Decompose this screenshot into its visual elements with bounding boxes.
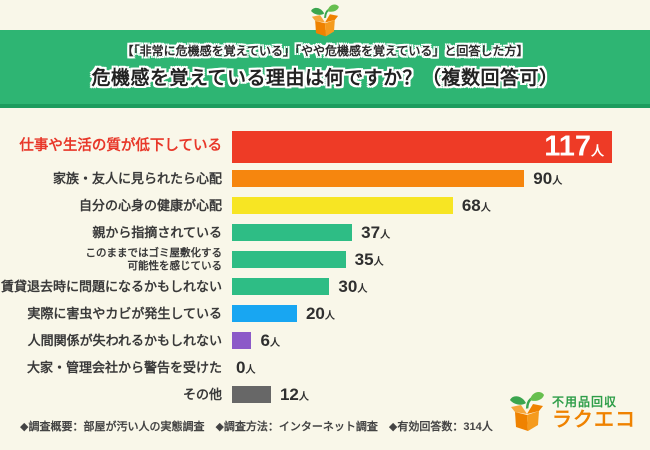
- value-label: 12人: [279, 384, 309, 404]
- bar: [232, 170, 525, 187]
- bar-zone: 20人: [232, 304, 650, 324]
- box-sprout-logo-icon: [308, 2, 342, 43]
- brand-text: 不用品回収 ラクエコ: [552, 394, 636, 432]
- chart-row: 自分の心身の健康が心配 68人: [0, 192, 650, 219]
- bar: [232, 386, 271, 403]
- brand-name: ラクエコ: [552, 409, 636, 432]
- bar: [232, 251, 346, 268]
- category-label: その他: [182, 386, 222, 402]
- bar-zone: 0人: [232, 358, 650, 378]
- box-sprout-logo-icon: [507, 388, 547, 439]
- chart-row: 大家・管理会社から警告を受けた 0人: [0, 354, 650, 381]
- chart-title: 危機感を覚えている理由は何ですか？（複数回答可）: [91, 68, 559, 89]
- category-label: 大家・管理会社から警告を受けた: [26, 359, 222, 375]
- value-label: 35人: [354, 249, 384, 269]
- bar-zone: 117人: [232, 131, 650, 163]
- value-label: 6人: [260, 330, 280, 350]
- survey-notes: ◆調査概要：部屋が汚い人の実態調査 ◆調査方法：インターネット調査 ◆有効回答数…: [20, 421, 493, 433]
- brand-logo: 不用品回収 ラクエコ: [507, 388, 636, 439]
- bar-zone: 6人: [232, 331, 650, 351]
- bar-chart: 仕事や生活の質が低下している 117人 家族・友人に見られたら心配 90人 自分…: [0, 129, 650, 408]
- brand-service-name: 不用品回収: [552, 394, 618, 409]
- value-label: 20人: [305, 303, 335, 323]
- bar: [232, 278, 330, 295]
- chart-row: その他 12人: [0, 381, 650, 408]
- bar-zone: 37人: [232, 223, 650, 243]
- bar-zone: 35人: [232, 250, 650, 270]
- value-label: 117人: [544, 130, 604, 163]
- chart-row: 実際に害虫やカビが発生している 20人: [0, 300, 650, 327]
- value-label: 37人: [361, 222, 391, 242]
- chart-row: 家族・友人に見られたら心配 90人: [0, 165, 650, 192]
- value-label: 0人: [236, 357, 256, 377]
- value-label: 68人: [461, 195, 491, 215]
- chart-row: 仕事や生活の質が低下している 117人: [0, 129, 650, 165]
- category-label: 親から指摘されている: [92, 224, 222, 240]
- bar: [232, 305, 297, 322]
- category-label: このままではゴミ屋敷化する 可能性を感じている: [85, 246, 223, 272]
- chart-row: 賃貸退去時に問題になるかもしれない 30人: [0, 273, 650, 300]
- chart-subtitle: 【「非常に危機感を覚えている」「やや危機感を覚えている」と回答した方】: [121, 44, 529, 58]
- chart-row: 親から指摘されている 37人: [0, 219, 650, 246]
- bar-zone: 90人: [232, 169, 650, 189]
- bar-zone: 68人: [232, 196, 650, 216]
- category-label: 仕事や生活の質が低下している: [19, 138, 222, 155]
- bar-zone: 30人: [232, 277, 650, 297]
- category-label: 家族・友人に見られたら心配: [52, 170, 222, 186]
- chart-row: 人間関係が失われるかもしれない 6人: [0, 327, 650, 354]
- bar: 117人: [232, 131, 612, 163]
- value-label: 30人: [338, 276, 368, 296]
- bar: [232, 197, 453, 214]
- chart-row: このままではゴミ屋敷化する 可能性を感じている 35人: [0, 246, 650, 273]
- category-label: 自分の心身の健康が心配: [78, 197, 222, 213]
- category-label: 人間関係が失われるかもしれない: [27, 332, 222, 348]
- value-label: 90人: [533, 168, 563, 188]
- bar-zone: 12人: [232, 385, 650, 405]
- bar: [232, 332, 252, 349]
- header-band: 【「非常に危機感を覚えている」「やや危機感を覚えている」と回答した方】 危機感を…: [0, 30, 650, 108]
- category-label: 実際に害虫やカビが発生している: [27, 305, 222, 321]
- bar: [232, 224, 353, 241]
- category-label: 賃貸退去時に問題になるかもしれない: [0, 278, 222, 294]
